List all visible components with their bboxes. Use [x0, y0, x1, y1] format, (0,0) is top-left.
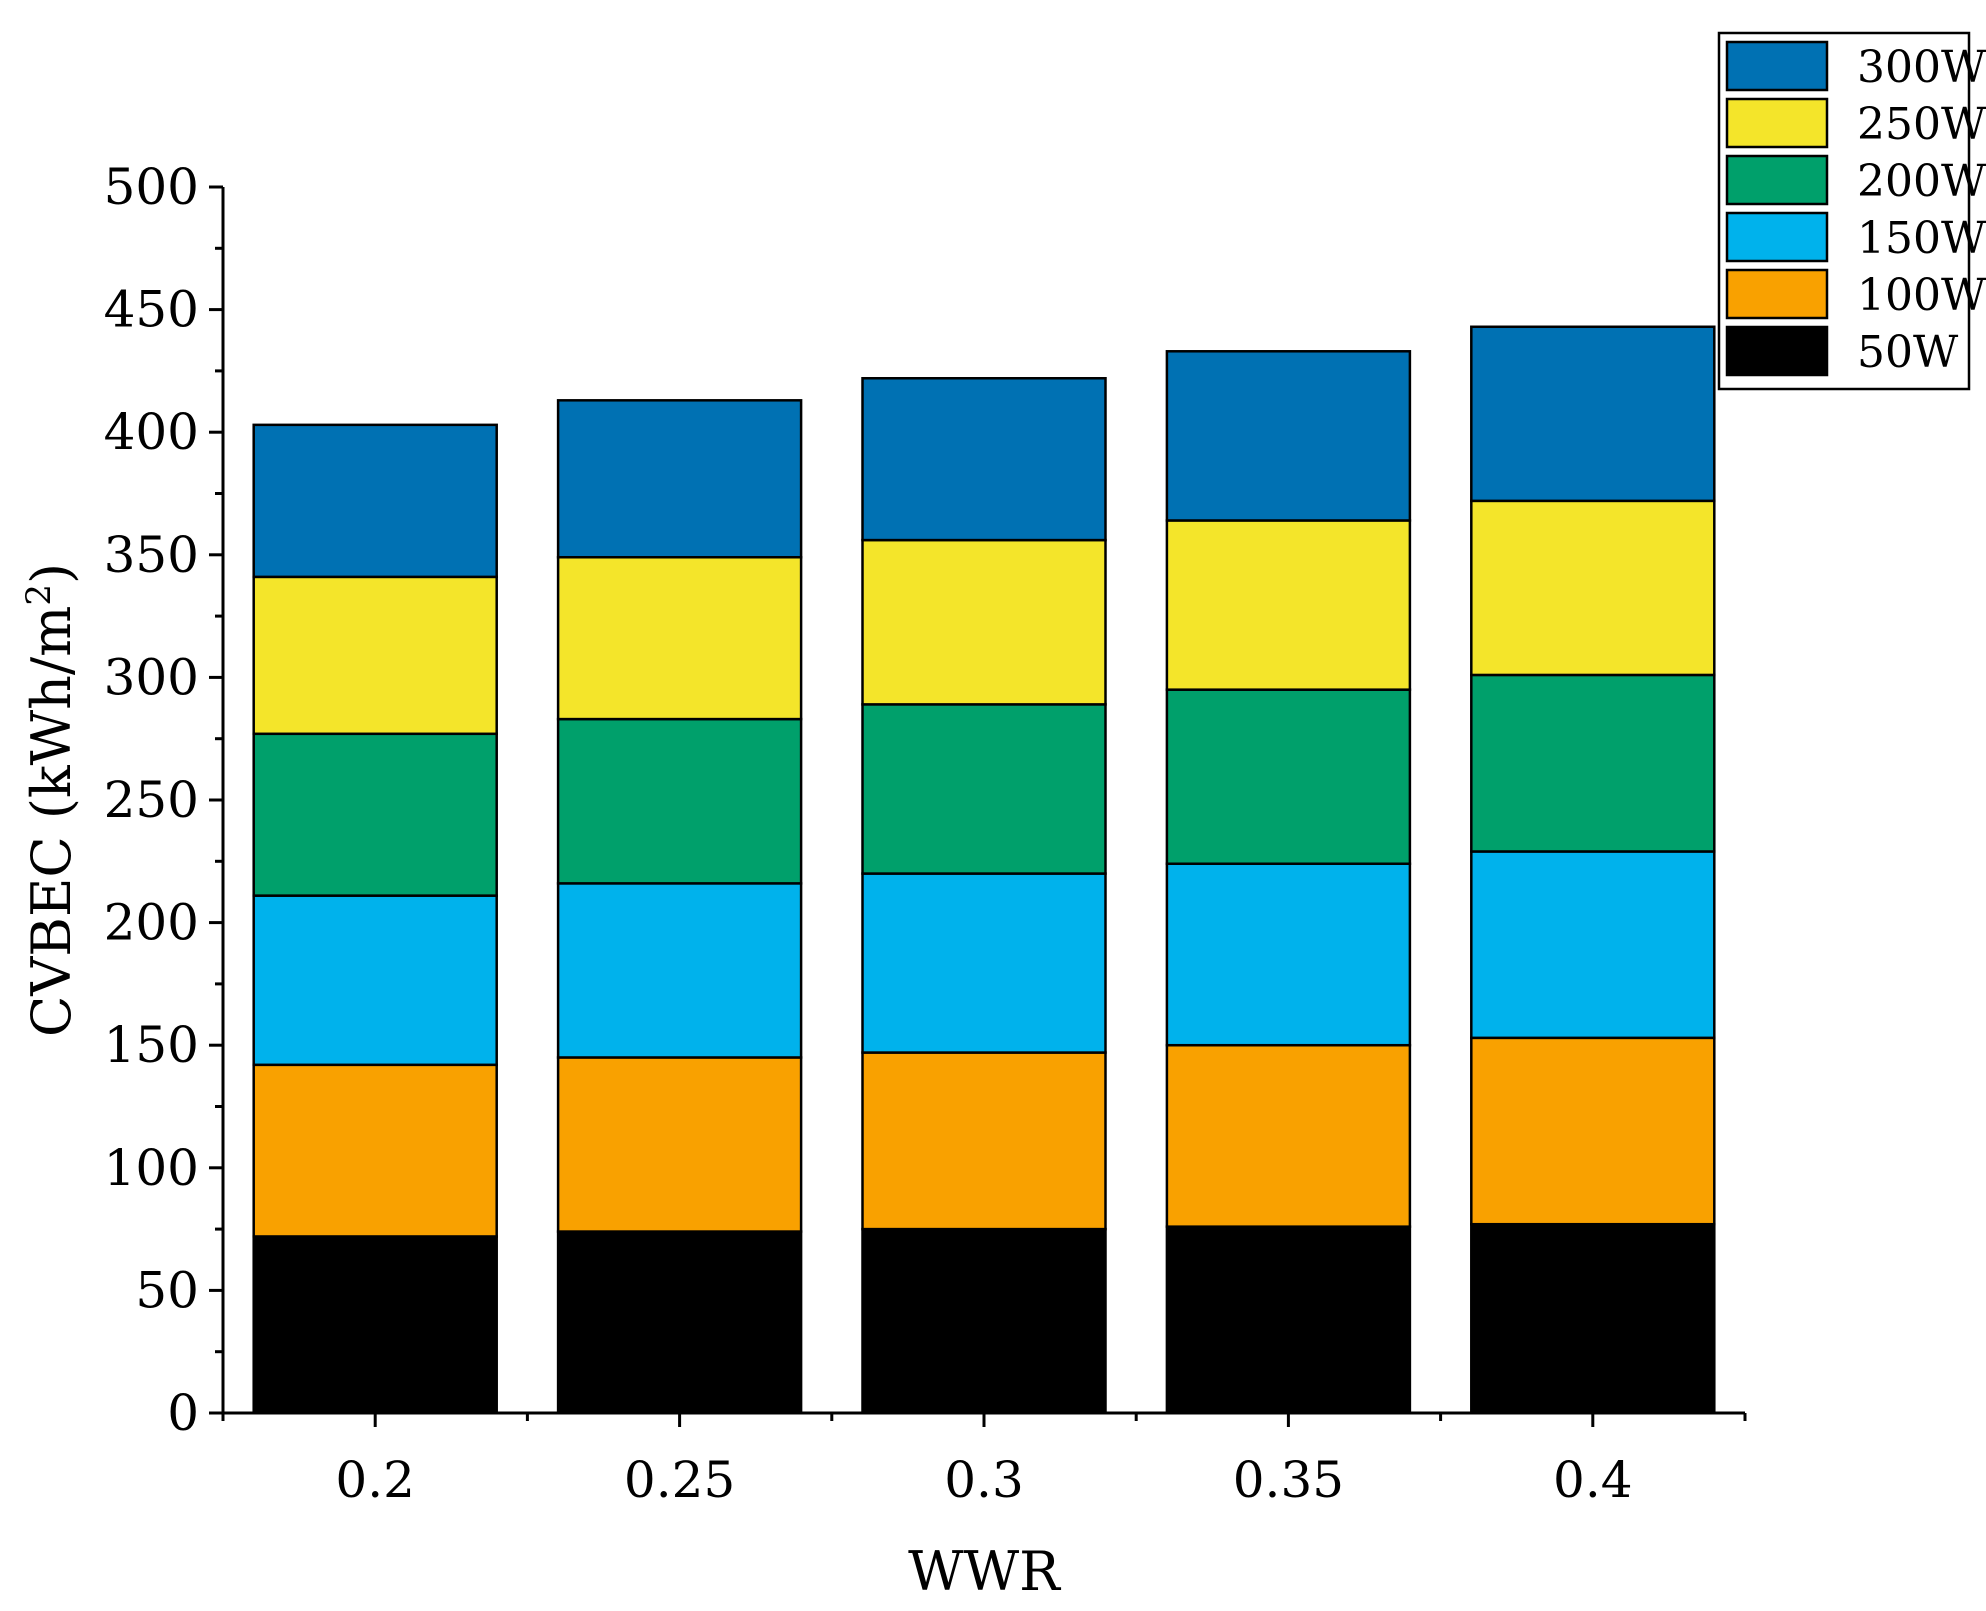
bar-segment-200W-wwr-0.2	[252, 732, 498, 897]
bar-segment-100W-wwr-0.25	[556, 1056, 803, 1233]
x-tick-label: 0.4	[1553, 1451, 1633, 1509]
bar-segment-250W-wwr-0.4	[1470, 499, 1716, 677]
y-tick-label: 50	[135, 1261, 199, 1319]
y-tick-label: 400	[104, 403, 199, 461]
bars-group	[252, 325, 1716, 1415]
legend-label-50W: 50W	[1857, 327, 1959, 378]
legend: 300W 250W 200W 150W 100W 50W	[1717, 31, 1986, 391]
y-tick-label: 0	[167, 1384, 199, 1442]
legend-label-250W: 250W	[1857, 99, 1986, 150]
bar-segment-50W-wwr-0.4	[1470, 1222, 1716, 1415]
bar-segment-100W-wwr-0.3	[861, 1051, 1107, 1231]
bar-segment-300W-wwr-0.2	[252, 423, 498, 579]
bar-segment-200W-wwr-0.25	[556, 717, 803, 885]
bar-segment-100W-wwr-0.2	[252, 1063, 498, 1238]
x-tick-label: 0.3	[944, 1451, 1024, 1509]
y-axis-title-main: CVBEC (kWh/m	[20, 606, 83, 1037]
bar-segment-100W-wwr-0.35	[1165, 1043, 1412, 1228]
y-tick-label: 150	[104, 1016, 199, 1074]
bar-segment-250W-wwr-0.25	[556, 556, 803, 721]
legend-swatch-100W	[1725, 268, 1829, 320]
y-tick-label: 500	[104, 158, 199, 216]
bar-segment-150W-wwr-0.3	[861, 872, 1107, 1054]
x-tick-label: 0.35	[1233, 1451, 1344, 1509]
legend-swatch-300W	[1725, 40, 1829, 92]
legend-swatch-150W	[1725, 211, 1829, 263]
bar-segment-200W-wwr-0.35	[1165, 688, 1412, 866]
bar-segment-150W-wwr-0.2	[252, 894, 498, 1067]
bar-segment-150W-wwr-0.25	[556, 882, 803, 1059]
legend-swatch-200W	[1725, 154, 1829, 206]
bar-segment-50W-wwr-0.35	[1165, 1225, 1412, 1415]
bar-segment-50W-wwr-0.2	[252, 1235, 498, 1415]
y-axis-title-superscript: 2	[19, 584, 59, 606]
y-tick-label: 300	[104, 648, 199, 706]
y-ticks-group: 0 50 100 150 200 250 300 350 400 450 500	[104, 158, 223, 1442]
bar-segment-50W-wwr-0.3	[861, 1227, 1107, 1415]
bar-segment-100W-wwr-0.4	[1470, 1036, 1716, 1226]
bar-segment-300W-wwr-0.3	[861, 377, 1107, 542]
bar-segment-250W-wwr-0.2	[252, 575, 498, 736]
bar-segment-300W-wwr-0.4	[1470, 325, 1716, 503]
x-ticks-group: 0.2 0.25 0.3 0.35 0.4	[221, 1413, 1747, 1509]
legend-label-300W: 300W	[1857, 42, 1986, 93]
bar-segment-150W-wwr-0.35	[1165, 862, 1412, 1047]
y-tick-label: 250	[104, 771, 199, 829]
legend-label-150W: 150W	[1857, 213, 1986, 264]
legend-label-100W: 100W	[1857, 270, 1986, 321]
x-tick-label: 0.25	[624, 1451, 735, 1509]
bar-segment-250W-wwr-0.35	[1165, 519, 1412, 691]
y-axis-title: CVBEC (kWh/m2)	[19, 563, 83, 1037]
bar-segment-200W-wwr-0.3	[861, 703, 1107, 875]
y-axis-title-close: )	[20, 563, 83, 584]
bar-segment-300W-wwr-0.35	[1165, 350, 1412, 522]
y-tick-label: 450	[104, 281, 199, 339]
x-axis-title: WWR	[908, 1540, 1061, 1603]
legend-swatch-50W	[1725, 325, 1829, 377]
bar-segment-150W-wwr-0.4	[1470, 850, 1716, 1040]
bar-segment-250W-wwr-0.3	[861, 538, 1107, 706]
bar-segment-50W-wwr-0.25	[556, 1230, 803, 1415]
y-tick-label: 100	[104, 1139, 199, 1197]
y-tick-label: 350	[104, 526, 199, 584]
bar-segment-200W-wwr-0.4	[1470, 673, 1716, 853]
legend-swatch-250W	[1725, 97, 1829, 149]
x-tick-label: 0.2	[335, 1451, 415, 1509]
legend-label-200W: 200W	[1857, 156, 1986, 207]
y-tick-label: 200	[104, 894, 199, 952]
bar-segment-300W-wwr-0.25	[556, 399, 803, 559]
